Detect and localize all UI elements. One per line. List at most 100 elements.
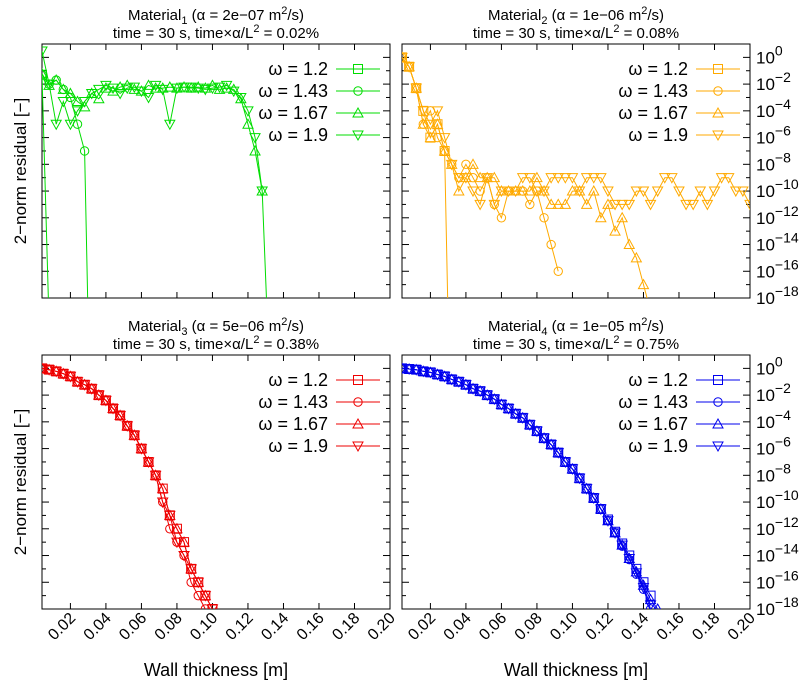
data-point-triangle-down — [42, 363, 48, 375]
y-tick-exponent: −18 — [775, 283, 799, 299]
data-point-square — [42, 69, 47, 80]
y-tick-exponent: −8 — [775, 460, 791, 476]
y-tick-exponent: −12 — [775, 514, 799, 530]
y-tick-label: 10−6 — [756, 434, 791, 459]
y-tick-label: 100 — [756, 353, 783, 378]
plot-frame — [401, 43, 751, 299]
data-point-triangle-up — [156, 482, 169, 494]
y-tick-label: 10−6 — [756, 123, 791, 148]
data-point-triangle-down — [488, 199, 501, 211]
legend-label: ω = 1.43 — [258, 81, 328, 101]
data-point-triangle-down — [495, 186, 508, 198]
data-point-triangle-down — [595, 173, 607, 184]
data-point-triangle-down — [403, 62, 415, 73]
data-point-triangle-down — [637, 583, 650, 594]
data-point-triangle-down — [467, 384, 479, 395]
legend: ω = 1.2ω = 1.43ω = 1.67ω = 1.9 — [618, 370, 740, 456]
data-point-triangle-down — [142, 457, 155, 468]
data-point-triangle-down — [171, 537, 183, 549]
legend-label: ω = 1.67 — [618, 103, 688, 123]
y-tick-exponent: −4 — [775, 407, 791, 423]
data-point-triangle-down — [135, 444, 148, 455]
data-point-triangle-down — [100, 395, 112, 407]
y-tick-exponent: −8 — [775, 149, 791, 165]
legend-marker-triangle-up — [352, 417, 364, 429]
title-prefix: Material — [128, 7, 181, 24]
data-point-triangle-down — [431, 369, 444, 381]
y-tick-exponent: −16 — [775, 567, 799, 583]
legend-marker-circle — [713, 397, 723, 407]
data-point-triangle-down — [417, 106, 430, 117]
legend-marker-square — [353, 64, 363, 74]
data-point-triangle-down — [403, 364, 415, 376]
legend-marker-triangle-down — [352, 441, 364, 453]
data-point-triangle-down — [687, 199, 700, 211]
x-tick-label: 0.14 — [258, 610, 292, 644]
data-point-triangle-down — [729, 186, 742, 198]
data-point-triangle-down — [445, 159, 458, 171]
series-line-circle — [402, 367, 652, 609]
data-point-triangle-down — [178, 551, 190, 562]
y-tick-exponent: 0 — [775, 353, 783, 369]
data-point-triangle-down — [417, 366, 430, 378]
legend-label: ω = 1.43 — [258, 392, 328, 412]
subtitle-sup: 2 — [253, 334, 259, 346]
title-paren: (α = 1e−06 m — [547, 7, 641, 24]
data-point-triangle-down — [502, 186, 515, 198]
y-tick-label: 10−12 — [756, 203, 799, 228]
legend-label: ω = 1.9 — [268, 125, 328, 145]
y-tick-label: 10−8 — [756, 460, 791, 485]
data-point-triangle-down — [637, 186, 650, 198]
data-point-triangle-down — [171, 83, 183, 95]
data-point-triangle-up — [100, 82, 112, 93]
series-line-square — [402, 367, 652, 596]
series-line-square — [42, 74, 49, 298]
data-point-triangle-down — [722, 173, 735, 184]
y-tick-label: 10−18 — [756, 594, 799, 619]
data-point-triangle-down — [43, 365, 55, 376]
y-tick-exponent: 0 — [775, 42, 783, 58]
chart-subtitle: time = 30 s, time×α/L2 = 0.02% — [113, 23, 319, 42]
data-point-triangle-down — [566, 173, 579, 184]
data-point-triangle-down — [623, 199, 636, 211]
title-paren: (α = 1e−05 m — [547, 318, 641, 335]
data-point-circle — [79, 146, 90, 156]
data-point-triangle-up — [438, 144, 451, 156]
legend-marker-circle — [713, 86, 723, 96]
x-tick-label: 0.02 — [45, 610, 79, 644]
data-point-triangle-up — [142, 79, 155, 90]
legend-label: ω = 1.43 — [618, 81, 688, 101]
plot-frame — [41, 354, 391, 610]
y-tick-label: 10−14 — [756, 541, 799, 566]
y-tick-label: 10−18 — [756, 283, 799, 308]
data-point-triangle-down — [566, 464, 579, 475]
data-point-triangle-down — [192, 577, 205, 589]
data-point-triangle-down — [64, 119, 77, 131]
y-tick-exponent: −2 — [775, 380, 791, 396]
data-point-triangle-down — [100, 80, 112, 92]
y-tick-label: 10−10 — [756, 487, 799, 512]
x-axis-label: Wall thickness [m] — [144, 660, 288, 680]
data-point-triangle-down — [431, 106, 444, 117]
data-point-triangle-down — [85, 384, 98, 395]
data-point-triangle-up — [595, 211, 607, 223]
data-point-triangle-down — [737, 186, 749, 198]
data-point-triangle-down — [559, 173, 572, 184]
data-point-triangle-down — [156, 84, 169, 96]
x-tick-label: 0.04 — [81, 610, 115, 644]
y-tick-base: 10 — [756, 236, 775, 255]
data-point-triangle-down — [715, 173, 728, 184]
data-point-triangle-down — [135, 86, 148, 98]
data-point-triangle-up — [488, 171, 501, 183]
data-point-triangle-down — [71, 106, 84, 117]
y-tick-label: 100 — [756, 42, 783, 67]
legend-label: ω = 1.9 — [268, 436, 328, 456]
title-end: /s) — [647, 318, 664, 335]
data-point-triangle-down — [744, 199, 750, 211]
y-tick-base: 10 — [756, 466, 775, 485]
data-point-triangle-down — [673, 186, 685, 198]
title-sup: 2 — [281, 5, 287, 17]
data-point-triangle-down — [623, 553, 636, 565]
x-tick-label: 0.02 — [405, 610, 439, 644]
x-tick-label: 0.12 — [223, 610, 257, 644]
